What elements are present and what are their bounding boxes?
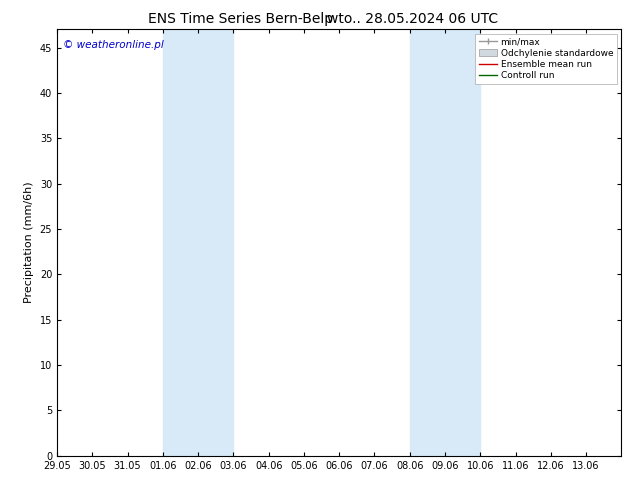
Bar [163,29,233,456]
Legend: min/max, Odchylenie standardowe, Ensemble mean run, Controll run: min/max, Odchylenie standardowe, Ensembl… [476,34,617,84]
Text: wto.. 28.05.2024 06 UTC: wto.. 28.05.2024 06 UTC [327,12,498,26]
Bar [410,29,481,456]
Text: © weatheronline.pl: © weatheronline.pl [63,40,164,50]
Y-axis label: Precipitation (mm/6h): Precipitation (mm/6h) [24,182,34,303]
Text: ENS Time Series Bern-Belp: ENS Time Series Bern-Belp [148,12,333,26]
